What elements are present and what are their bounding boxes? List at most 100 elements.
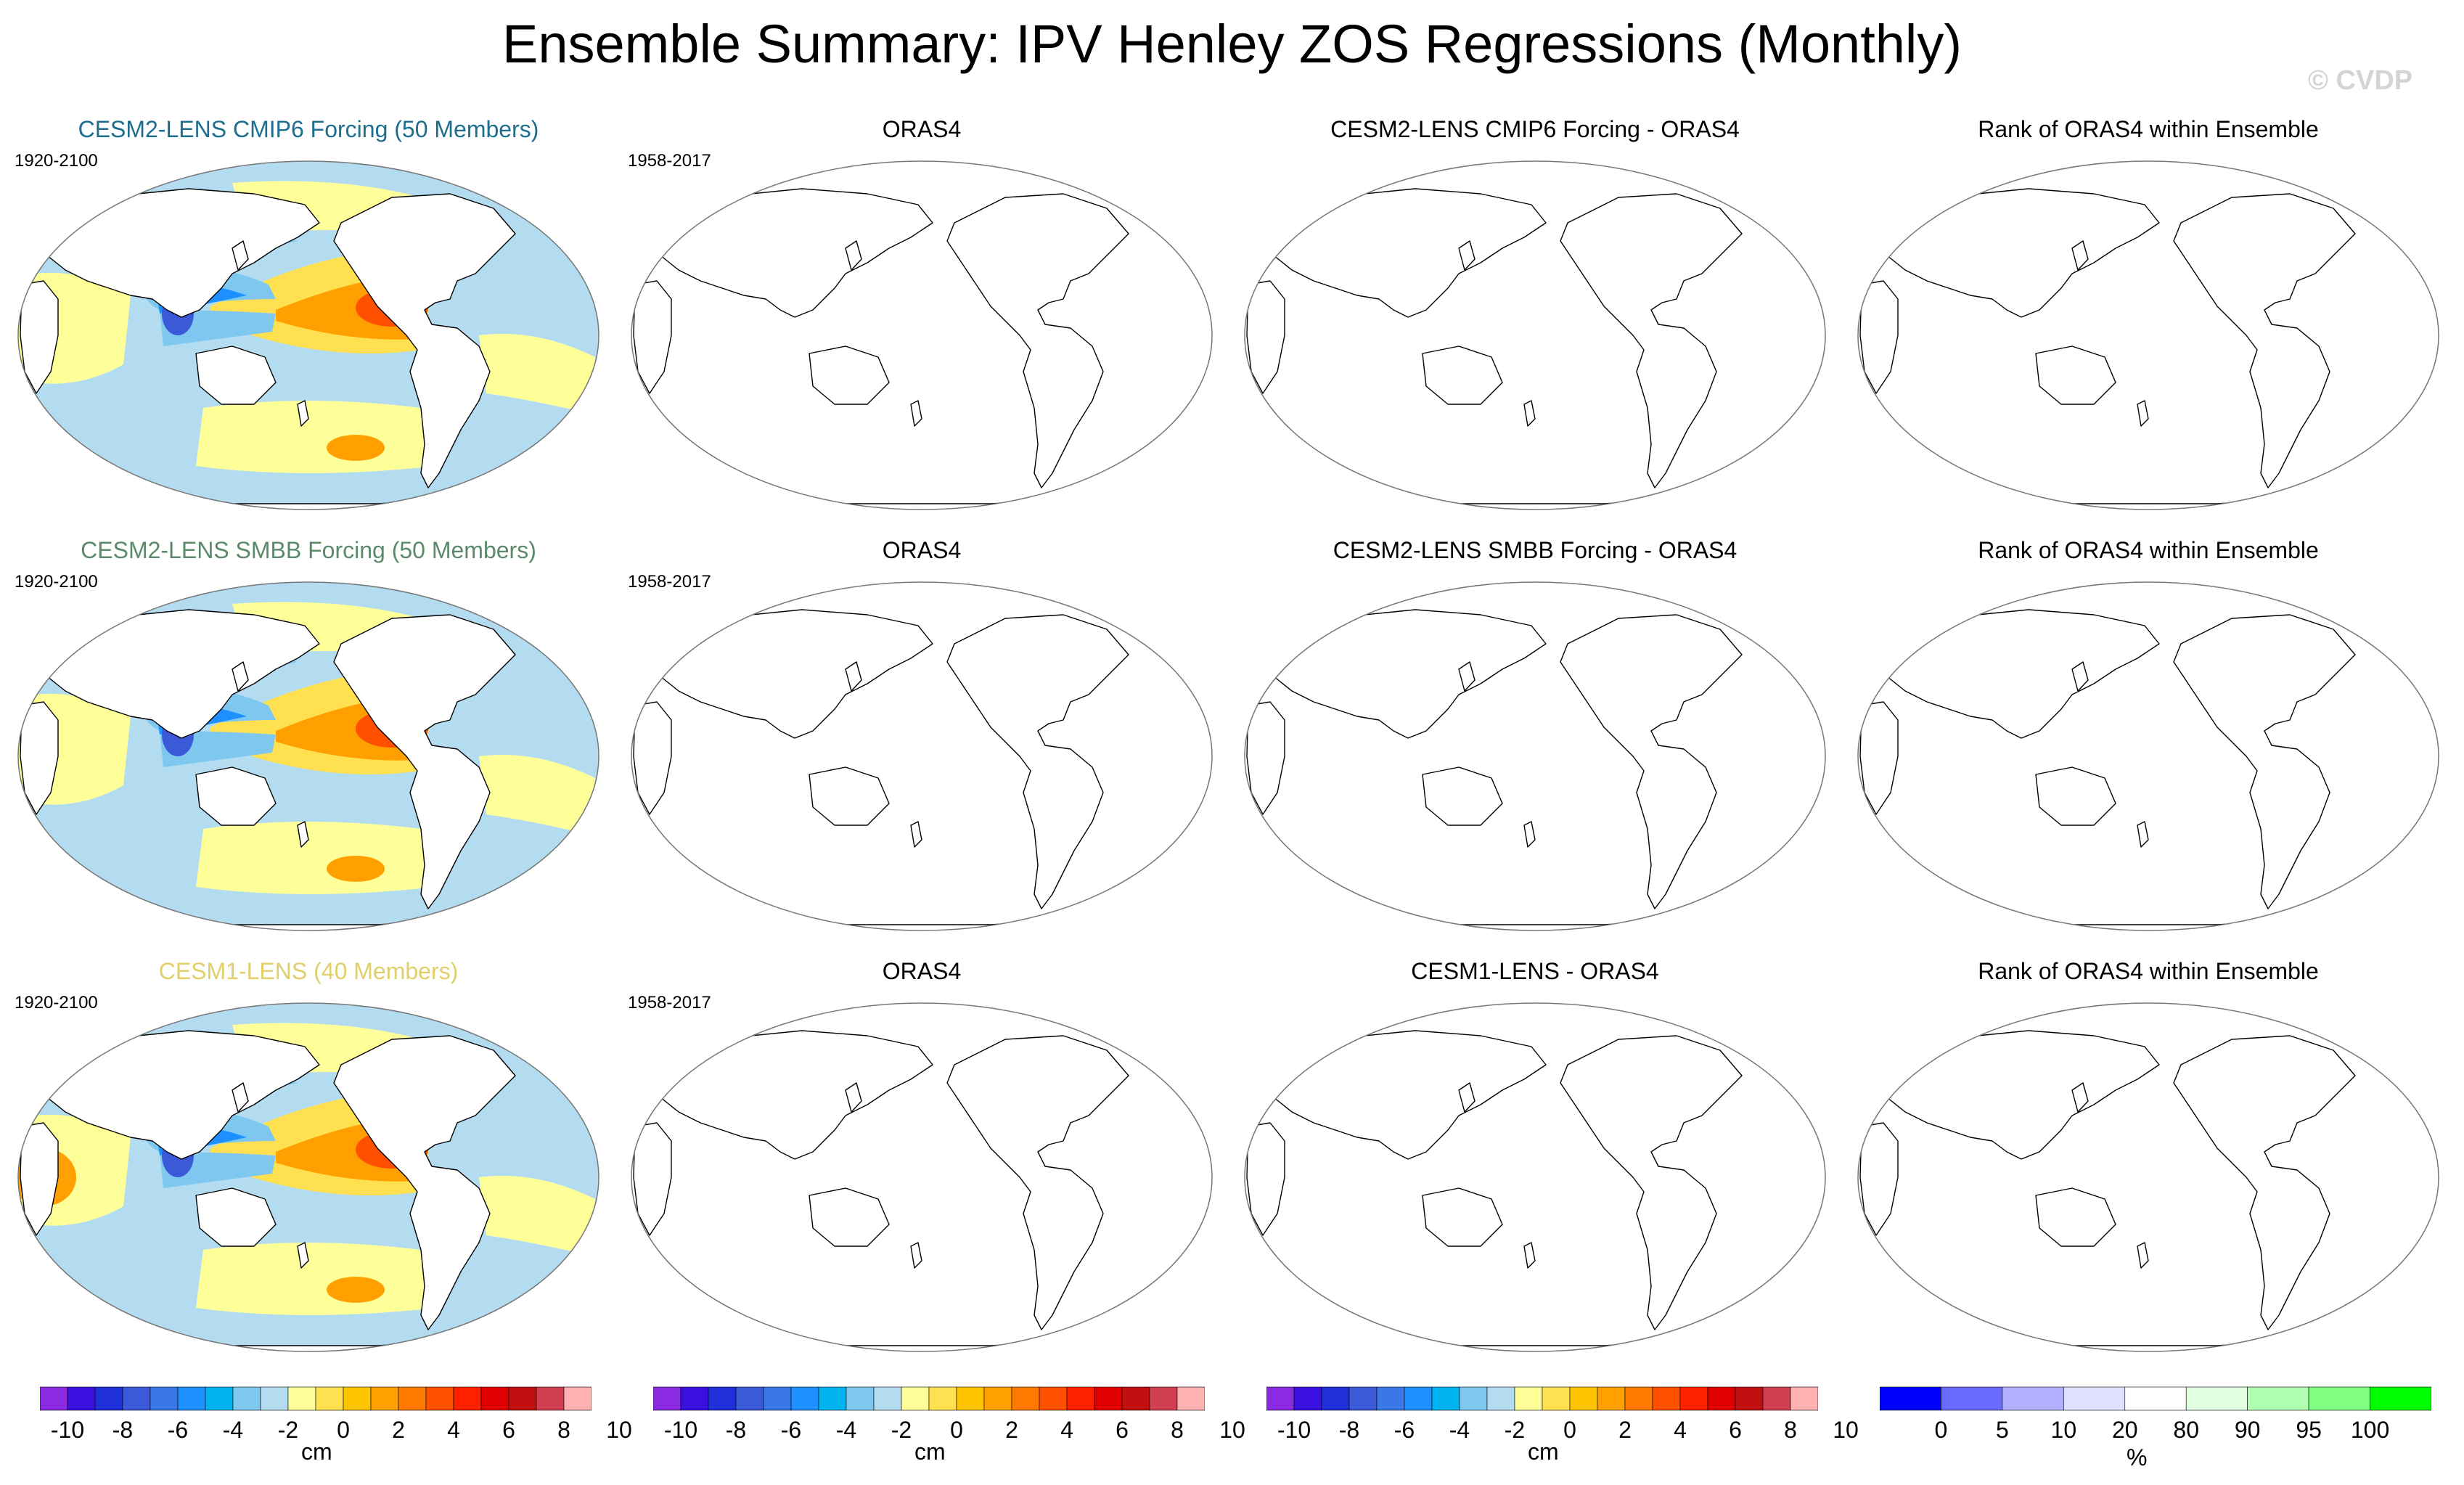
americas-land	[1560, 1035, 1743, 1330]
colorbar-swatch	[343, 1386, 372, 1411]
colorbar-swatch	[1149, 1386, 1178, 1411]
colorbar-swatch	[1121, 1386, 1150, 1411]
colorbar-swatch	[1176, 1386, 1205, 1411]
colorbar-swatch	[1679, 1386, 1708, 1411]
colorbar-swatch	[563, 1386, 592, 1411]
new-zealand-land	[1523, 821, 1536, 848]
panel-diff-row3: CESM1-LENS - ORAS4	[1241, 958, 1829, 1365]
map-content	[1859, 181, 2414, 510]
south-pacific-warm-patch	[327, 856, 385, 882]
colorbar-swatch	[873, 1386, 902, 1411]
new-zealand-land	[297, 821, 309, 848]
world-map	[1244, 1002, 1826, 1352]
colorbar-swatch	[1293, 1386, 1322, 1411]
colorbar-tick-label: 8	[557, 1417, 570, 1443]
panel-title: CESM2-LENS CMIP6 Forcing (50 Members)	[78, 116, 539, 142]
colorbar-tick-label: 4	[447, 1417, 460, 1443]
world-map	[631, 160, 1213, 510]
greenland-land	[1128, 1023, 1187, 1055]
world-map	[17, 1002, 599, 1352]
map-content	[1859, 1023, 2414, 1351]
colorbar-swatch	[480, 1386, 509, 1411]
colorbar-swatch	[790, 1386, 819, 1411]
regression-colorbar-1: -10 -8 -6 -4 -2 0 2 4 6 8 10 cm	[40, 1386, 632, 1466]
south-pacific-positive	[196, 822, 435, 894]
colorbar-tick-label: -4	[1449, 1417, 1470, 1443]
panel-rank-row3: Rank of ORAS4 within Ensemble	[1854, 958, 2442, 1365]
colorbar-swatch	[1011, 1386, 1040, 1411]
map-content	[633, 181, 1187, 510]
japan-land	[1458, 240, 1475, 271]
colorbar-unit: cm	[1528, 1439, 1559, 1465]
new-zealand-land	[910, 821, 922, 848]
south-pacific-positive	[196, 1243, 435, 1315]
australia-land	[1422, 766, 1503, 826]
colorbar-swatch	[763, 1386, 792, 1411]
colorbar-tick-label: 100	[2350, 1417, 2390, 1443]
africa-land	[1246, 280, 1285, 394]
colorbar-tick-label: 10	[1833, 1417, 1859, 1443]
japan-land	[2071, 240, 2089, 271]
colorbar-tick-label: 0	[1934, 1417, 1948, 1443]
panel-title: CESM1-LENS - ORAS4	[1411, 958, 1659, 984]
colorbar-swatch	[150, 1386, 179, 1411]
map-content	[18, 582, 599, 930]
colorbar-tick-label: 10	[606, 1417, 632, 1443]
map-border	[1244, 1002, 1826, 1352]
panel-diff-row2: CESM2-LENS SMBB Forcing - ORAS4	[1241, 537, 1829, 944]
colorbar-swatch	[536, 1386, 565, 1411]
map-border	[1857, 160, 2439, 510]
colorbar-tick-label: -2	[1504, 1417, 1526, 1443]
panel-diff-row1: CESM2-LENS CMIP6 Forcing - ORAS4	[1241, 116, 1829, 523]
colorbar-tick-label: 4	[1060, 1417, 1073, 1443]
asia-land	[1883, 188, 2160, 318]
asia-land	[1269, 609, 1547, 739]
colorbar-swatch	[1762, 1386, 1791, 1411]
colorbar-swatch	[1321, 1386, 1350, 1411]
figure-title: Ensemble Summary: IPV Henley ZOS Regress…	[502, 14, 1962, 74]
map-content	[633, 602, 1187, 930]
colorbar-tick-label: -8	[1338, 1417, 1360, 1443]
colorbar-tick-label: -2	[277, 1417, 299, 1443]
colorbar-swatch	[232, 1386, 261, 1411]
colorbar-swatches	[653, 1386, 1205, 1411]
map-border	[1857, 1002, 2439, 1352]
colorbar-tick-label: -4	[222, 1417, 244, 1443]
panel-obs-row2: ORAS4 1958-2017	[628, 537, 1216, 944]
africa-land	[20, 1122, 59, 1236]
map-border	[631, 1002, 1213, 1352]
africa-land	[633, 280, 672, 394]
panel-obs-row1: ORAS4 1958-2017	[628, 116, 1216, 523]
world-map	[1244, 160, 1826, 510]
colorbar-swatch	[1486, 1386, 1515, 1411]
australia-land	[195, 1187, 277, 1247]
greenland-land	[515, 1023, 574, 1055]
asia-land	[1883, 609, 2160, 739]
colorbar-unit: cm	[301, 1439, 332, 1465]
asia-land	[1269, 1030, 1547, 1160]
japan-land	[1458, 661, 1475, 692]
colorbar-tick-label: 8	[1784, 1417, 1797, 1443]
americas-land	[333, 193, 516, 488]
colorbar-swatch	[680, 1386, 709, 1411]
world-map	[1244, 581, 1826, 931]
panel-title: CESM2-LENS SMBB Forcing (50 Members)	[81, 537, 536, 563]
new-zealand-land	[910, 1242, 922, 1269]
australia-land	[809, 1187, 890, 1247]
americas-land	[1560, 193, 1743, 488]
asia-land	[1269, 188, 1547, 318]
map-border	[631, 160, 1213, 510]
colorbar-tick-label: -8	[725, 1417, 747, 1443]
japan-land	[232, 240, 249, 271]
panel-model-row1: CESM2-LENS CMIP6 Forcing (50 Members) 192…	[15, 116, 602, 523]
south-atlantic-positive	[479, 755, 595, 836]
colorbar-swatch	[287, 1386, 316, 1411]
colorbar-tick-label: 0	[1563, 1417, 1576, 1443]
colorbar-tick-label: 2	[1618, 1417, 1632, 1443]
colorbar-swatch	[1266, 1386, 1295, 1411]
japan-land	[2071, 661, 2089, 692]
panel-rank-row1: Rank of ORAS4 within Ensemble	[1854, 116, 2442, 523]
americas-land	[946, 193, 1129, 488]
period-label: 1920-2100	[15, 572, 98, 592]
colorbar-tick-label: -2	[891, 1417, 912, 1443]
